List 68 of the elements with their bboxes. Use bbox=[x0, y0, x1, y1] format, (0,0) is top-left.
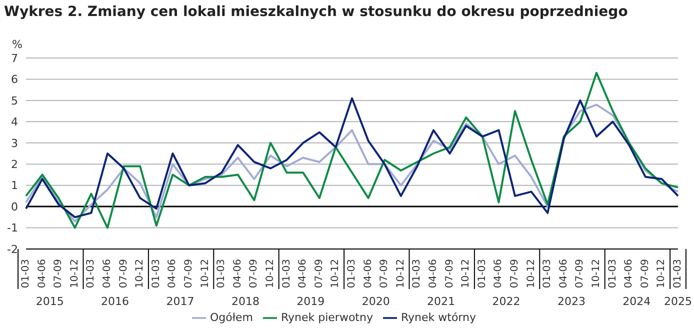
x-tick-label: 07-09 bbox=[640, 259, 651, 288]
x-tick-label: 07-09 bbox=[574, 259, 586, 288]
text: 2015 bbox=[36, 295, 64, 308]
x-tick-label: 07-09 bbox=[53, 259, 64, 288]
line-series bbox=[25, 72, 679, 229]
x-tick-label: 01-03 bbox=[607, 259, 618, 288]
y-tick-label: 6 bbox=[11, 73, 18, 86]
x-tick-label: 01-03 bbox=[20, 259, 32, 288]
y-axis-title: % bbox=[12, 38, 22, 51]
x-tick-label: 07-09 bbox=[184, 259, 194, 288]
y-tick-label: 1 bbox=[11, 179, 18, 192]
x-tick-label: 10-12 bbox=[330, 259, 342, 288]
x-tick-label: 01-03 bbox=[281, 259, 292, 288]
x-tick-label: 10-12 bbox=[591, 259, 602, 288]
x-tick-label: 07-09 bbox=[510, 259, 520, 288]
x-tick-label: 04-06 bbox=[624, 259, 635, 288]
x-tick-label: 01-03 bbox=[216, 259, 228, 288]
text: 2021 bbox=[427, 295, 456, 308]
x-tick-label: 07-09 bbox=[118, 259, 130, 288]
text: 2016 bbox=[101, 295, 130, 308]
x-tick-label: 01-03 bbox=[412, 259, 423, 288]
y-tick-label: 2 bbox=[11, 158, 18, 172]
x-tick-label: 04-06 bbox=[232, 259, 244, 288]
x-tick-label: 04-06 bbox=[558, 259, 570, 288]
x-tick-label: 04-06 bbox=[362, 259, 374, 288]
legend-label: Ogółem bbox=[210, 311, 253, 324]
x-tick-label: 04-06 bbox=[102, 259, 113, 288]
x-tick-label: 01-03 bbox=[346, 259, 358, 288]
x-tick-label: 01-03 bbox=[672, 259, 684, 288]
x-tick-label: 10-12 bbox=[656, 259, 668, 288]
y-tick-label: 4 bbox=[11, 116, 18, 129]
x-tick-label: 01-03 bbox=[476, 259, 488, 288]
x-tick-label: 10-12 bbox=[134, 259, 146, 288]
x-tick-label: 10-12 bbox=[69, 259, 80, 288]
text: 2024 bbox=[622, 295, 651, 308]
text: 2018 bbox=[231, 295, 260, 308]
x-tick-label: 04-06 bbox=[428, 259, 439, 288]
x-tick-label: 04-06 bbox=[298, 259, 309, 288]
legend-label: Rynek wtórny bbox=[400, 311, 476, 324]
x-tick-label: 04-06 bbox=[36, 259, 48, 288]
x-tick-label: 01-03 bbox=[150, 259, 162, 288]
x-tick-label: 01-03 bbox=[86, 259, 97, 288]
y-tick-label: 3 bbox=[11, 136, 18, 150]
y-tick-label: 0 bbox=[11, 200, 18, 214]
x-tick-label: 07-09 bbox=[314, 259, 325, 288]
legend-label: Rynek pierwotny bbox=[280, 311, 373, 324]
x-tick-label: 10-12 bbox=[460, 259, 472, 288]
x-tick-label: 10-12 bbox=[395, 259, 406, 288]
y-tick-label: -1 bbox=[7, 222, 18, 235]
chart-title: Wykres 2. Zmiany cen lokali mieszkalnych w stosunku do okresu poprzedniego bbox=[4, 4, 628, 20]
text: 2020 bbox=[362, 295, 390, 308]
y-tick-label: -2 bbox=[7, 242, 18, 256]
x-tick-label: 10-12 bbox=[200, 259, 211, 288]
y-tick-label: 7 bbox=[11, 52, 18, 65]
text: 2019 bbox=[296, 295, 325, 308]
x-tick-label: 07-09 bbox=[444, 259, 456, 288]
x-tick-label: 10-12 bbox=[265, 259, 276, 288]
x-tick-label: 01-03 bbox=[542, 259, 554, 288]
text: 2017 bbox=[166, 295, 194, 308]
y-tick-label: 5 bbox=[11, 94, 18, 108]
x-tick-label: 07-09 bbox=[248, 259, 260, 288]
text: 2025 bbox=[664, 295, 692, 308]
x-tick-label: 07-09 bbox=[379, 259, 390, 288]
x-tick-label: 04-06 bbox=[167, 259, 178, 288]
x-tick-label: 04-06 bbox=[493, 259, 504, 288]
x-tick-label: 10-12 bbox=[526, 259, 537, 288]
text: 2022 bbox=[492, 295, 520, 308]
text: 2023 bbox=[557, 295, 586, 308]
